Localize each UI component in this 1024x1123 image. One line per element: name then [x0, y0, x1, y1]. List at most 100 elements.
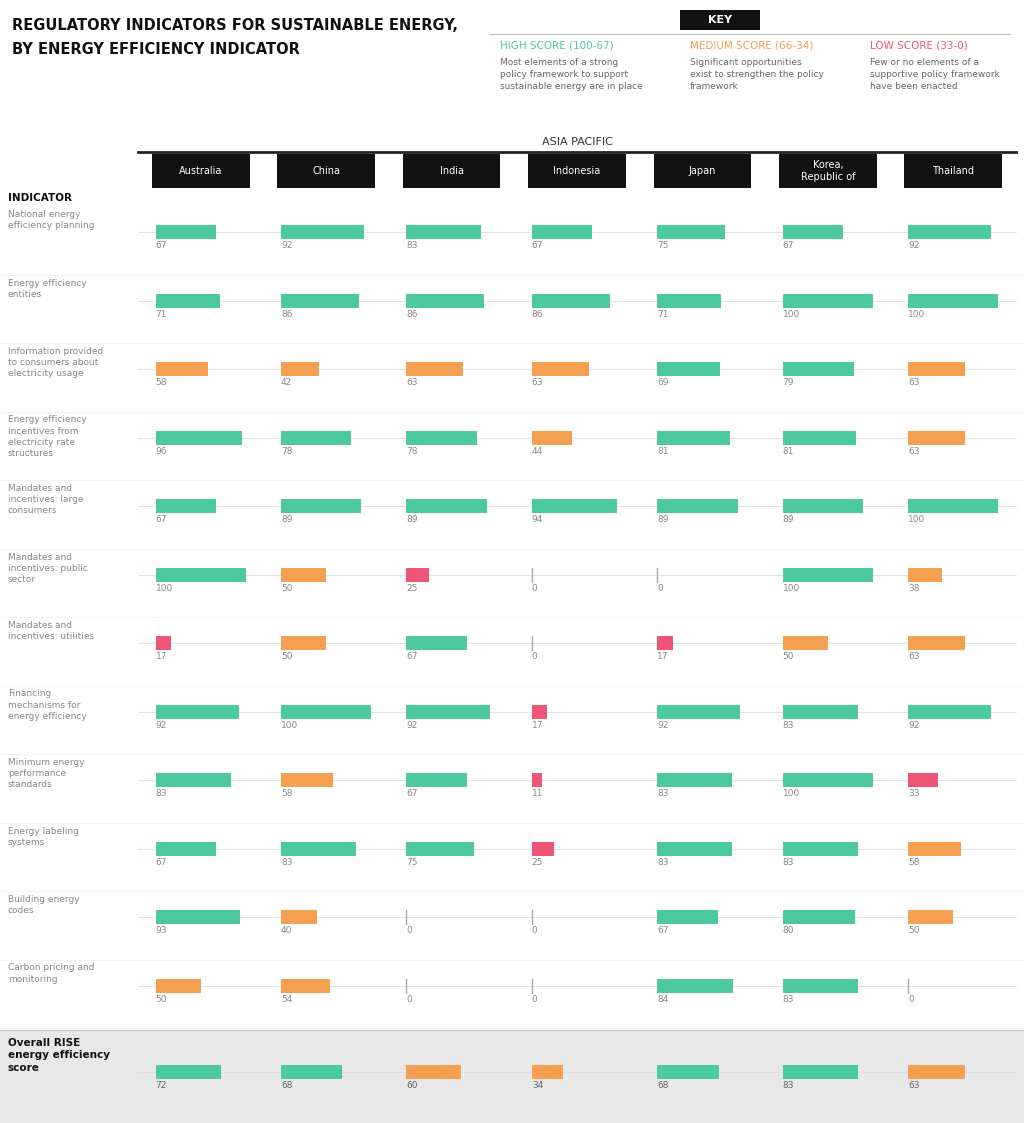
Text: 100: 100: [782, 310, 800, 319]
Text: 83: 83: [782, 1080, 795, 1089]
Text: 34: 34: [531, 1080, 543, 1089]
Bar: [680, 10, 760, 30]
Bar: [281, 567, 326, 582]
Text: 92: 92: [281, 241, 293, 250]
Text: 100: 100: [908, 310, 926, 319]
Bar: [782, 362, 854, 376]
Bar: [782, 499, 863, 513]
Text: 79: 79: [782, 378, 795, 387]
Text: 0: 0: [531, 926, 538, 935]
Bar: [908, 362, 965, 376]
Bar: [152, 154, 250, 188]
Text: Overall RISE
energy efficiency
score: Overall RISE energy efficiency score: [8, 1038, 110, 1072]
Text: 83: 83: [657, 858, 669, 867]
Bar: [407, 704, 489, 719]
Bar: [281, 293, 358, 308]
Bar: [782, 430, 856, 445]
Text: 100: 100: [156, 584, 173, 593]
Text: MEDIUM SCORE (66-34): MEDIUM SCORE (66-34): [690, 40, 813, 51]
Bar: [281, 225, 365, 239]
Text: 92: 92: [156, 721, 167, 730]
Bar: [531, 362, 589, 376]
Bar: [908, 773, 938, 787]
Text: 38: 38: [908, 584, 920, 593]
Text: 11: 11: [531, 789, 544, 798]
Text: 83: 83: [407, 241, 418, 250]
Bar: [156, 293, 220, 308]
Bar: [908, 225, 991, 239]
Text: Significant opportunities
exist to strengthen the policy
framework: Significant opportunities exist to stren…: [690, 58, 824, 91]
Text: REGULATORY INDICATORS FOR SUSTAINABLE ENERGY,: REGULATORY INDICATORS FOR SUSTAINABLE EN…: [12, 18, 458, 33]
Bar: [908, 430, 965, 445]
Text: Building energy
codes: Building energy codes: [8, 895, 80, 915]
Text: National energy
efficiency planning: National energy efficiency planning: [8, 210, 94, 230]
Bar: [782, 910, 855, 924]
Text: 50: 50: [281, 652, 293, 661]
Text: 80: 80: [782, 926, 795, 935]
Bar: [402, 154, 501, 188]
Bar: [657, 841, 732, 856]
Text: 75: 75: [407, 858, 418, 867]
Text: Japan: Japan: [689, 166, 716, 176]
Bar: [528, 154, 626, 188]
Text: 0: 0: [531, 652, 538, 661]
Bar: [904, 154, 1002, 188]
Bar: [657, 293, 721, 308]
Text: LOW SCORE (33-0): LOW SCORE (33-0): [870, 40, 968, 51]
Bar: [779, 154, 877, 188]
Bar: [156, 499, 216, 513]
Bar: [782, 1065, 858, 1079]
Text: Energy labeling
systems: Energy labeling systems: [8, 827, 79, 847]
Bar: [281, 704, 372, 719]
Text: 83: 83: [782, 858, 795, 867]
Text: Mandates and
incentives: utilities: Mandates and incentives: utilities: [8, 621, 94, 641]
Text: Thailand: Thailand: [932, 166, 974, 176]
Text: 0: 0: [908, 995, 913, 1004]
Text: Mandates and
incentives: public
sector: Mandates and incentives: public sector: [8, 553, 88, 584]
Bar: [657, 978, 733, 993]
Text: 50: 50: [156, 995, 167, 1004]
Text: Energy efficiency
entities: Energy efficiency entities: [8, 279, 87, 299]
Text: 67: 67: [657, 926, 669, 935]
Text: INDICATOR: INDICATOR: [8, 193, 72, 203]
Text: Mandates and
incentives: large
consumers: Mandates and incentives: large consumers: [8, 484, 84, 515]
Text: 67: 67: [531, 241, 544, 250]
Text: 96: 96: [156, 447, 167, 456]
Bar: [407, 1065, 461, 1079]
Text: 67: 67: [407, 652, 418, 661]
Bar: [281, 773, 334, 787]
Bar: [281, 499, 361, 513]
Text: 67: 67: [156, 515, 167, 524]
Bar: [653, 154, 752, 188]
Text: 67: 67: [782, 241, 795, 250]
Bar: [782, 841, 858, 856]
Bar: [657, 910, 718, 924]
Text: 25: 25: [407, 584, 418, 593]
Bar: [657, 773, 732, 787]
Text: 50: 50: [782, 652, 795, 661]
Text: India: India: [439, 166, 464, 176]
Text: 33: 33: [908, 789, 920, 798]
Text: 54: 54: [281, 995, 293, 1004]
Bar: [281, 978, 330, 993]
Text: BY ENERGY EFFICIENCY INDICATOR: BY ENERGY EFFICIENCY INDICATOR: [12, 42, 300, 57]
Text: 78: 78: [281, 447, 293, 456]
Bar: [782, 225, 843, 239]
Bar: [908, 704, 991, 719]
Bar: [782, 567, 873, 582]
Text: 86: 86: [281, 310, 293, 319]
Bar: [908, 293, 998, 308]
Text: 83: 83: [156, 789, 167, 798]
Text: 89: 89: [782, 515, 795, 524]
Text: 83: 83: [657, 789, 669, 798]
Bar: [782, 293, 873, 308]
Text: 50: 50: [908, 926, 920, 935]
Bar: [908, 636, 965, 650]
Bar: [156, 1065, 220, 1079]
Text: 17: 17: [657, 652, 669, 661]
Bar: [156, 841, 216, 856]
Text: 86: 86: [407, 310, 418, 319]
Bar: [281, 841, 356, 856]
Bar: [407, 773, 467, 787]
Bar: [407, 293, 484, 308]
